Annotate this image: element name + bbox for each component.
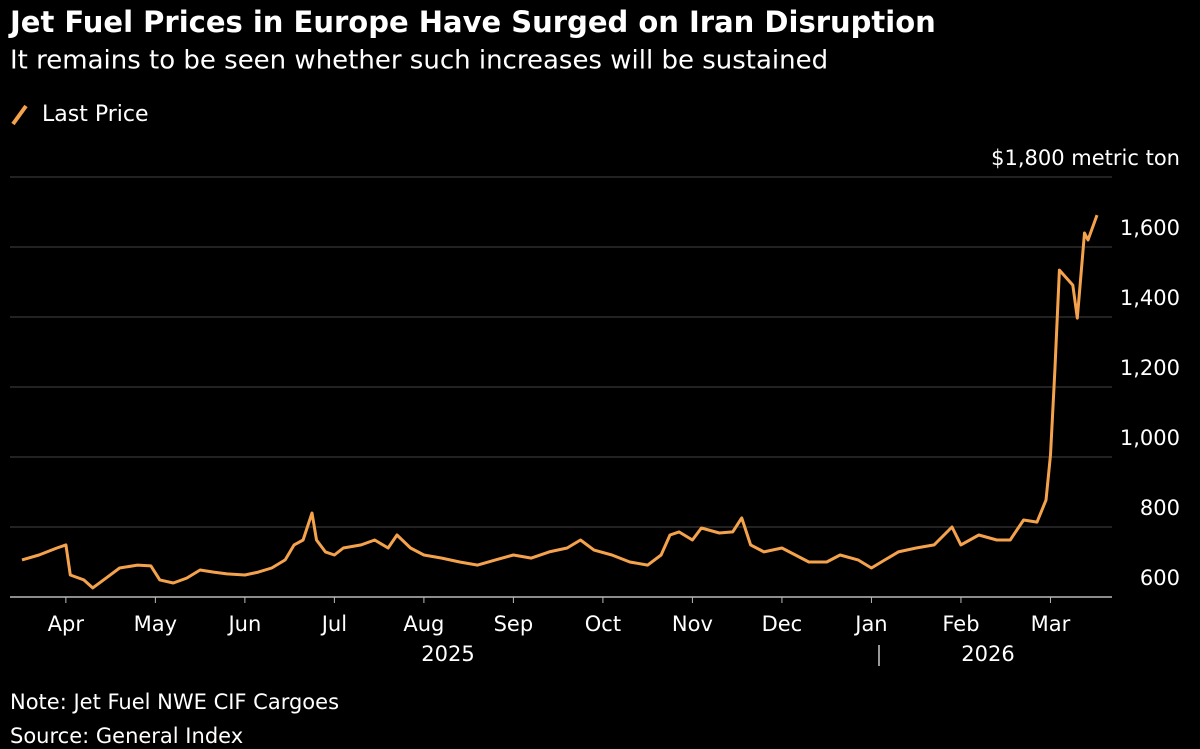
chart-subtitle: It remains to be seen whether such incre… <box>10 46 828 76</box>
source: Source: General Index <box>10 724 243 748</box>
y-tick-label: 1,200 <box>1120 356 1180 380</box>
x-tick-label: May <box>134 612 177 636</box>
legend-label: Last Price <box>42 102 149 127</box>
legend-swatch <box>11 104 28 126</box>
x-tick-label: Jun <box>226 612 261 636</box>
y-tick-label: 1,600 <box>1120 216 1180 240</box>
note: Note: Jet Fuel NWE CIF Cargoes <box>10 690 339 714</box>
y-tick-label: 1,400 <box>1120 286 1180 310</box>
x-tick-label: Mar <box>1031 612 1071 636</box>
x-tick-label: Aug <box>403 612 444 636</box>
chart-title: Jet Fuel Prices in Europe Have Surged on… <box>8 5 936 39</box>
x-tick-label: Dec <box>762 612 803 636</box>
x-tick-label: Nov <box>672 612 713 636</box>
price-line <box>21 214 1099 590</box>
x-tick-label: Jan <box>853 612 887 636</box>
y-tick-label: $1,800 metric ton <box>991 146 1180 170</box>
y-tick-label: 800 <box>1140 496 1180 520</box>
year-label: 2026 <box>961 642 1014 666</box>
x-tick-label: Oct <box>585 612 621 636</box>
x-tick-label: Jul <box>320 612 347 636</box>
year-label: 2025 <box>421 642 474 666</box>
y-tick-label: 600 <box>1140 566 1180 590</box>
x-tick-label: Sep <box>494 612 534 636</box>
y-tick-label: 1,000 <box>1120 426 1180 450</box>
x-tick-label: Apr <box>48 612 85 636</box>
x-tick-label: Feb <box>942 612 979 636</box>
